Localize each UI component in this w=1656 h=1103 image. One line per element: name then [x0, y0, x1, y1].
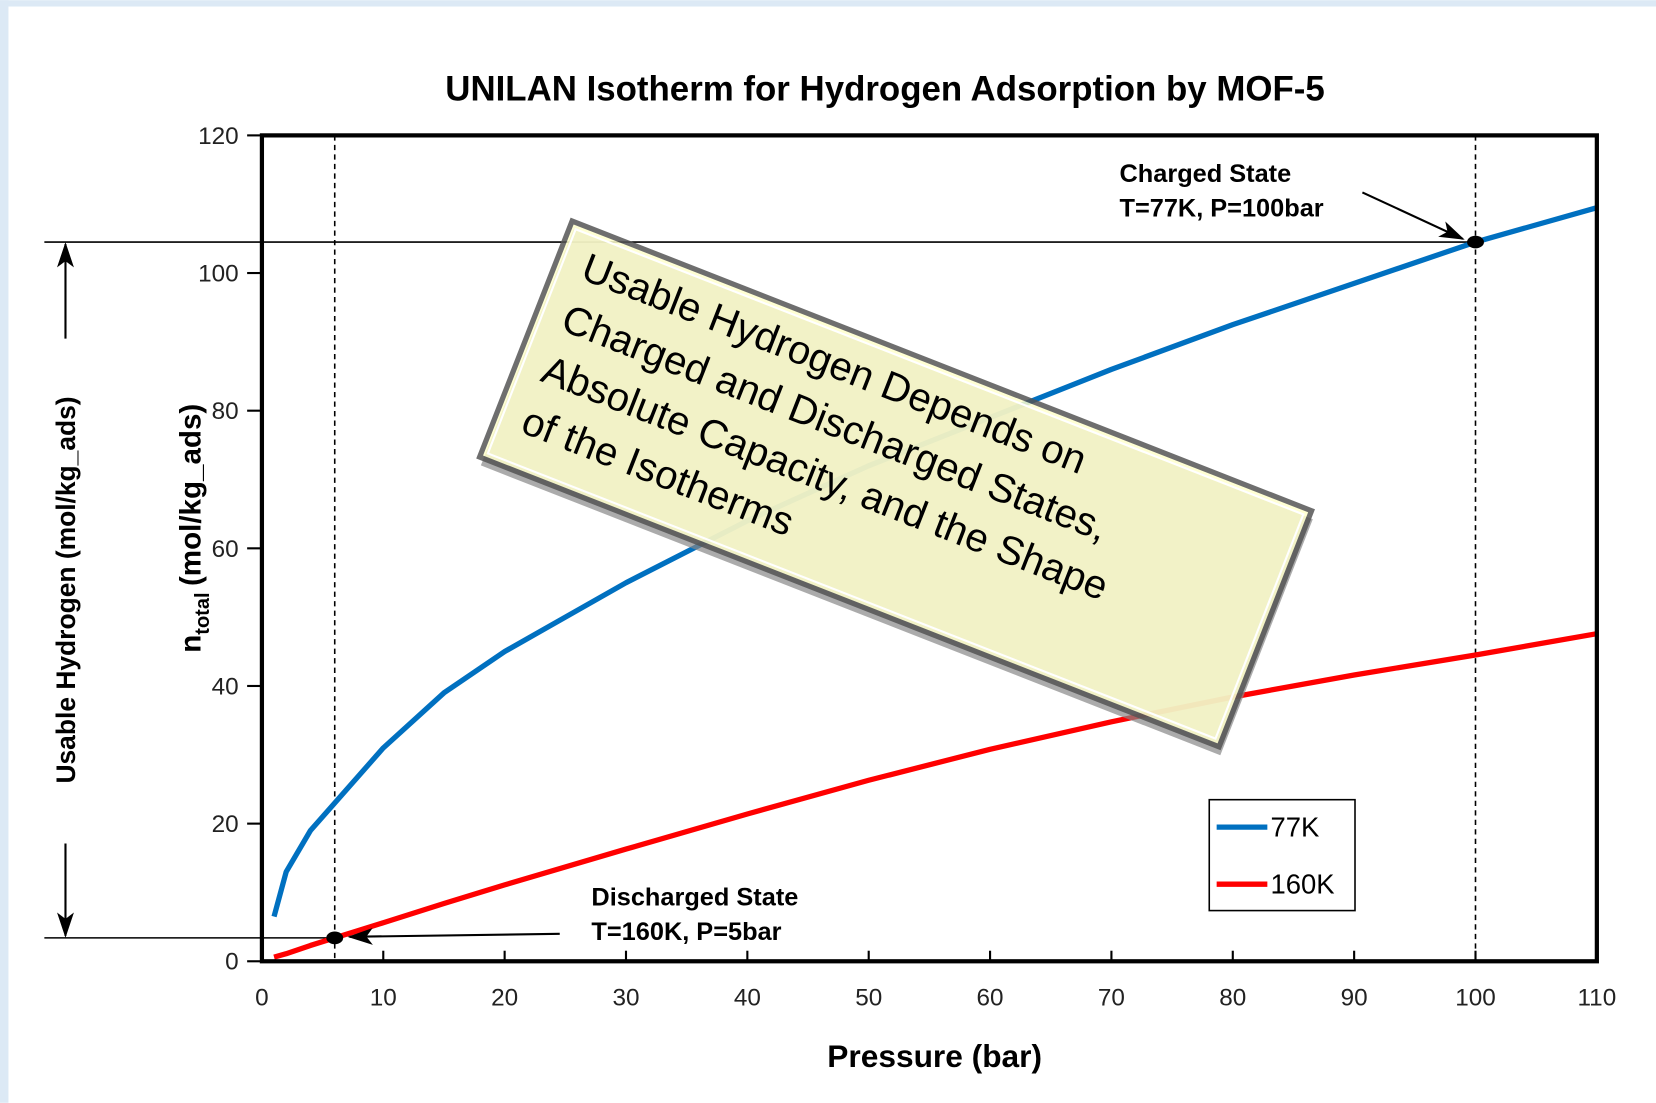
y-axis-label: ntotal (mol/kg_ads) [175, 404, 214, 653]
y-tick-label: 100 [198, 260, 239, 287]
y-tick-label: 40 [212, 673, 239, 700]
x-tick-label: 60 [977, 985, 1004, 1012]
legend-label: 77K [1271, 812, 1320, 843]
x-tick-label: 70 [1098, 985, 1125, 1012]
frame-left [0, 0, 9, 1103]
annotation-text: T=77K, P=100bar [1119, 195, 1323, 223]
y-tick-label: 80 [212, 398, 239, 425]
annotation-text: T=160K, P=5bar [591, 918, 781, 946]
x-tick-label: 110 [1577, 985, 1616, 1012]
x-tick-label: 100 [1455, 985, 1496, 1012]
y-tick-label: 120 [198, 123, 239, 150]
legend-label: 160K [1271, 869, 1335, 900]
y-label-subscript: total [192, 592, 214, 634]
x-tick-label: 10 [370, 985, 397, 1012]
annotation-text: Discharged State [591, 883, 798, 911]
state-point [326, 931, 344, 945]
y-tick-label: 0 [225, 949, 239, 976]
plot-border [259, 133, 1599, 964]
range-label: Usable Hydrogen (mol/kg_ads) [51, 396, 81, 783]
x-tick-label: 50 [855, 985, 882, 1012]
series-line [271, 205, 1598, 918]
x-axis-label: Pressure (bar) [827, 1038, 1042, 1074]
series-line [273, 631, 1598, 960]
callout-inner [486, 227, 1305, 740]
y-label-base: n [175, 635, 208, 653]
legend-box [1208, 798, 1356, 912]
x-tick-label: 30 [612, 985, 639, 1012]
y-tick-label: 20 [212, 811, 239, 838]
chart-title: UNILAN Isotherm for Hydrogen Adsorption … [445, 70, 1324, 109]
y-tick-label: 60 [212, 536, 239, 563]
annotation-text: Charged State [1119, 160, 1291, 188]
annotation-arrow [347, 928, 560, 945]
x-tick-label: 0 [255, 985, 269, 1012]
callout-box [476, 217, 1315, 751]
x-tick-label: 40 [734, 985, 761, 1012]
annotation-arrow [1361, 191, 1465, 240]
y-label-rest: (mol/kg_ads) [175, 404, 208, 586]
frame-top [0, 0, 1656, 7]
x-tick-label: 20 [491, 985, 518, 1012]
x-tick-label: 80 [1219, 985, 1246, 1012]
state-point [1467, 235, 1484, 249]
x-tick-label: 90 [1341, 985, 1368, 1012]
